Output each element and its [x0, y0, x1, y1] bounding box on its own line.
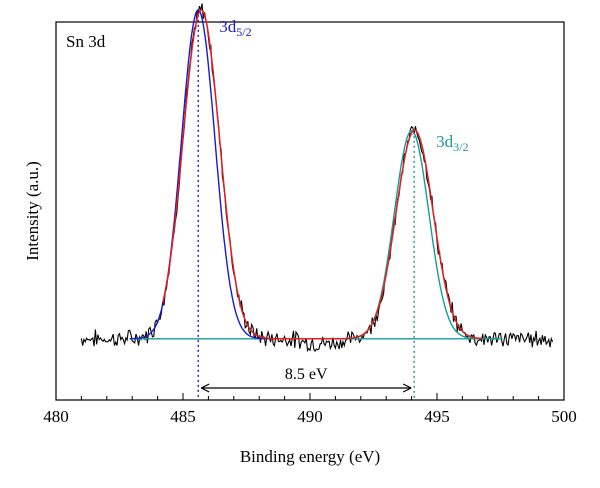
- peak-marker-lines: [197, 9, 415, 400]
- x-tick-label: 480: [43, 407, 69, 426]
- envelope-curve: [161, 9, 483, 340]
- fit-3d52-curve: [129, 9, 285, 340]
- separation-arrow-head-left: [200, 383, 210, 393]
- x-tick-label: 485: [170, 407, 196, 426]
- separation-arrow-head-right: [402, 383, 412, 393]
- x-tick-label: 490: [297, 407, 323, 426]
- peak-label-3d52: 3d5/2: [219, 17, 251, 39]
- x-tick-label: 495: [424, 407, 450, 426]
- x-axis-ticks: [55, 393, 565, 400]
- raw-spectrum-line: [80, 3, 554, 353]
- x-axis-tick-labels: 480 485 490 495 500: [43, 407, 577, 426]
- x-axis-label: Binding energy (eV): [240, 447, 380, 466]
- y-axis-label: Intensity (a.u.): [23, 161, 42, 261]
- peak-label-3d32: 3d3/2: [436, 132, 468, 154]
- separation-label: 8.5 eV: [285, 366, 328, 383]
- panel-label: Sn 3d: [66, 32, 106, 51]
- plot-frame: [55, 21, 565, 401]
- separation-arrow: [200, 383, 412, 393]
- x-tick-label: 500: [551, 407, 577, 426]
